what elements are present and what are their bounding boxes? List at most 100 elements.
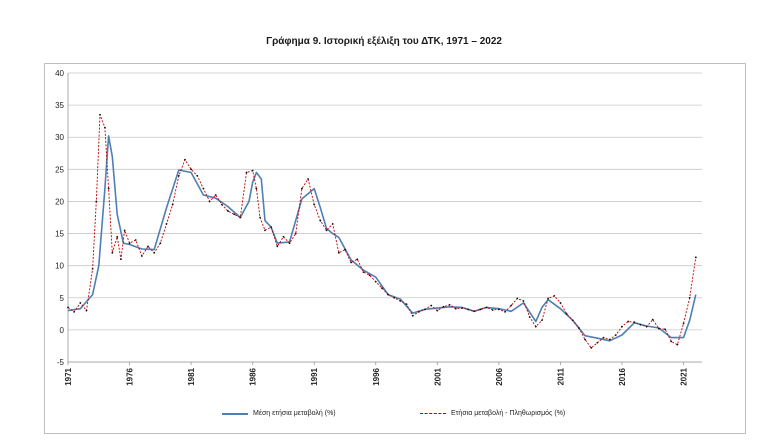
data-point [479,308,482,311]
data-point [688,296,691,299]
x-tick-label: 2001 [433,367,442,385]
data-point [202,187,205,190]
x-tick-label: 2016 [618,367,627,385]
y-tick-label: 40 [55,69,64,78]
data-point [614,334,617,336]
data-point [301,187,303,190]
data-point [227,210,229,212]
data-point [147,245,149,248]
data-point [368,274,371,277]
y-tick-label: 20 [55,197,64,206]
data-point [134,239,137,241]
data-point [658,327,660,330]
y-tick-label: 25 [55,165,64,174]
data-point [165,223,168,225]
data-point [220,203,223,206]
data-point [190,168,193,171]
data-point [393,296,396,299]
data-point [374,280,377,283]
data-point [424,308,426,311]
data-point [331,223,334,225]
data-point [528,316,531,318]
x-tick-label: 1986 [249,367,258,385]
y-tick-label: 35 [55,101,64,110]
data-point [436,309,439,312]
data-point [411,314,414,317]
data-point [171,203,174,206]
y-tick-label: 0 [60,326,65,335]
data-point [208,200,211,203]
legend-swatch-average [222,412,248,415]
data-point [645,325,648,328]
data-point [621,325,623,328]
data-point [571,319,574,322]
x-tick-label: 1976 [126,367,135,385]
data-point [504,311,506,313]
series-line-0 [67,135,697,342]
data-point [553,294,556,297]
data-point [670,340,673,343]
data-point [491,309,494,311]
data-point [259,216,261,219]
x-tick-label: 1996 [372,367,381,385]
chart-title: Γράφημα 9. Ιστορική εξέλιξη του ΔΤΚ, 197… [266,36,502,47]
x-tick-label: 1971 [64,367,73,385]
data-point [682,322,685,325]
chart-frame [44,63,746,434]
data-point [255,187,258,190]
data-point [91,267,94,270]
data-point [270,226,273,229]
x-tick-label: 2021 [680,367,689,385]
data-point [73,311,76,313]
data-point [325,229,328,232]
data-point [627,320,630,323]
data-point [522,300,525,302]
legend-item-average: Μέση ετήσια μεταβολή (%) [222,410,336,417]
y-tick-label: -5 [57,358,65,367]
data-point [251,169,254,172]
data-point [79,302,82,304]
data-point [337,251,340,254]
legend-label-inflation: Ετήσια μεταβολή - Πληθωρισμός (%) [451,410,566,417]
y-tick-label: 15 [55,230,64,239]
data-point [107,187,110,190]
data-point [381,287,383,290]
data-point [159,242,162,245]
data-point [140,255,143,257]
data-point [307,178,309,180]
data-point [95,200,98,203]
data-point [196,174,199,177]
data-point [214,194,217,196]
data-point [442,305,445,308]
y-tick-label: 30 [55,133,64,142]
data-point [547,297,550,300]
data-point [651,318,654,321]
data-point [541,319,543,322]
data-point [516,297,519,300]
legend-swatch-inflation [420,413,446,414]
data-point [344,248,346,251]
x-tick-label: 1991 [310,367,319,385]
data-point [67,306,69,309]
data-point [577,327,580,329]
data-point [461,307,463,309]
y-tick-labels: -5 0 5 10 15 20 25 30 35 40 [55,69,64,367]
data-point [473,310,476,313]
data-point [288,242,291,245]
data-point [282,235,285,238]
data-point [565,312,568,315]
data-point [676,343,679,346]
legend-item-inflation: Ετήσια μεταβολή - Πληθωρισμός (%) [420,410,565,417]
data-point [608,338,611,341]
data-point [467,308,469,311]
x-tick-labels: 1971 1976 1981 1986 1991 1996 2001 2006 2011 2016… [64,362,689,386]
data-point [405,303,408,306]
data-point [350,261,353,264]
data-point [99,113,101,116]
data-point [633,321,636,324]
data-point [120,258,122,261]
x-tick-label: 1981 [187,367,196,385]
data-point [510,304,513,307]
data-point [694,256,697,259]
data-point [111,251,114,254]
